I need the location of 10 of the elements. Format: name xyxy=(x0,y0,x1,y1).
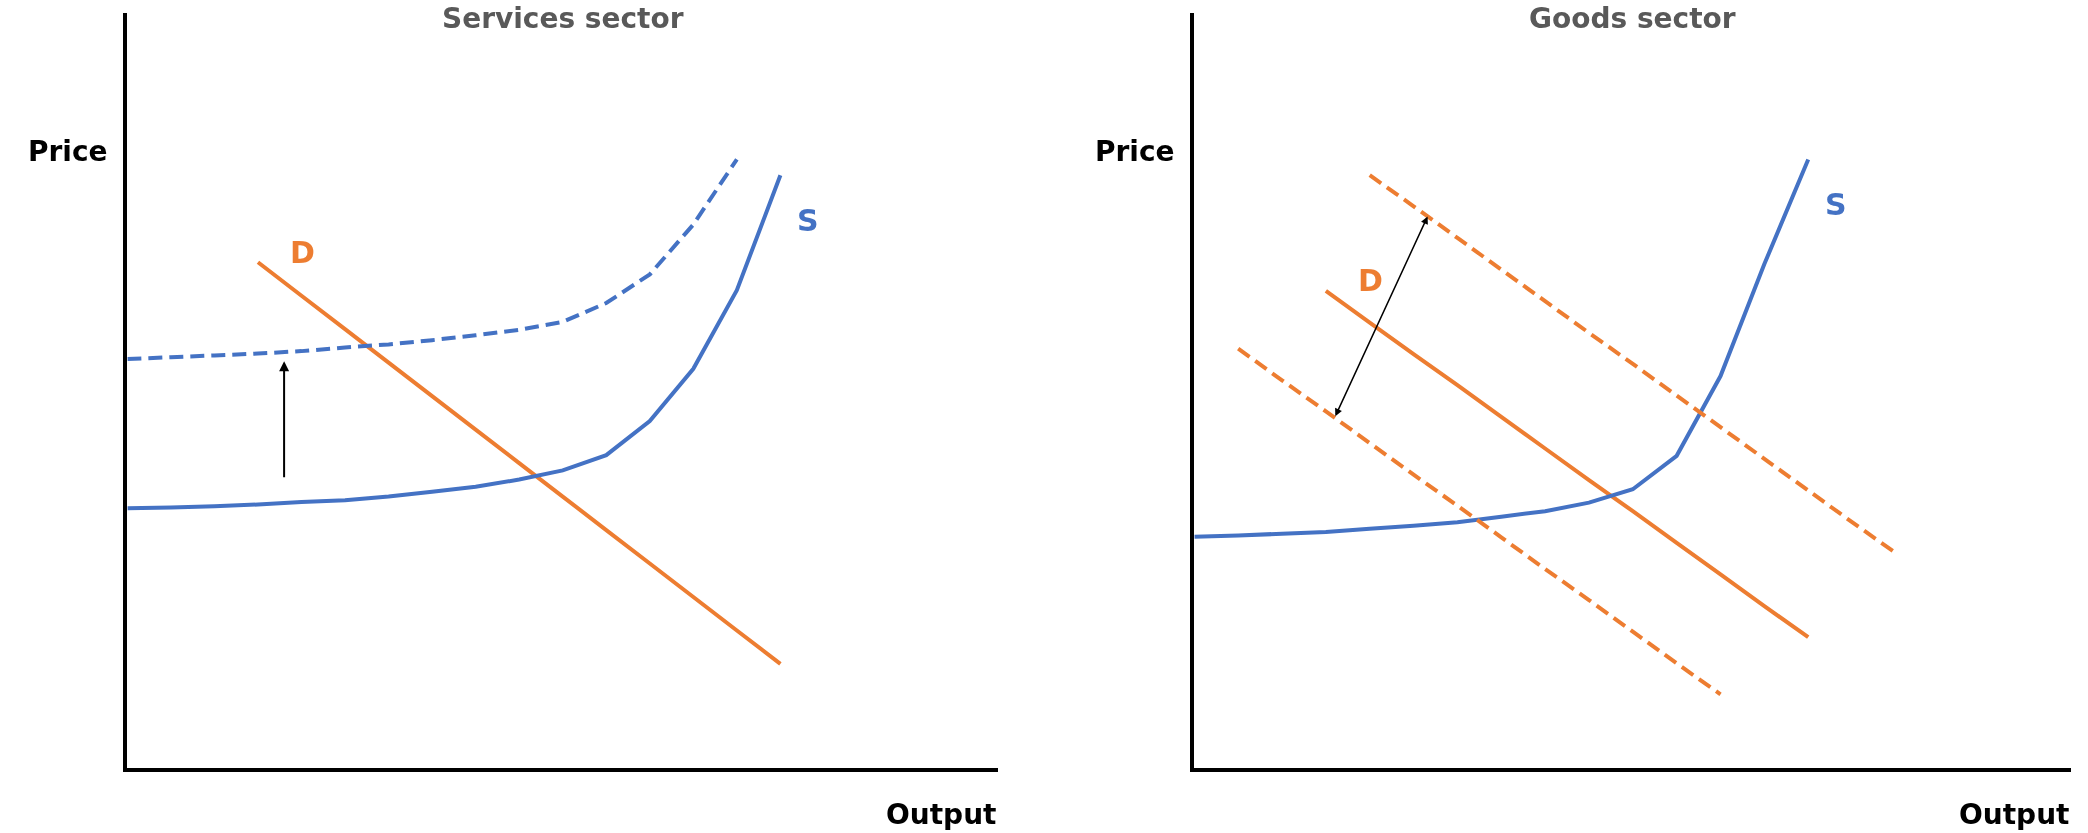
x-axis-title: Output xyxy=(1959,798,2070,831)
chart-title: Services sector xyxy=(442,2,684,35)
y-axis-title: Price xyxy=(1095,135,1175,168)
series-label: D xyxy=(290,235,315,270)
series-label: S xyxy=(797,203,819,238)
x-axis-title: Output xyxy=(886,798,997,831)
series-label: D xyxy=(1358,263,1383,298)
series-label: S xyxy=(1825,187,1847,222)
chart-title: Goods sector xyxy=(1529,2,1736,35)
y-axis-title: Price xyxy=(28,135,108,168)
